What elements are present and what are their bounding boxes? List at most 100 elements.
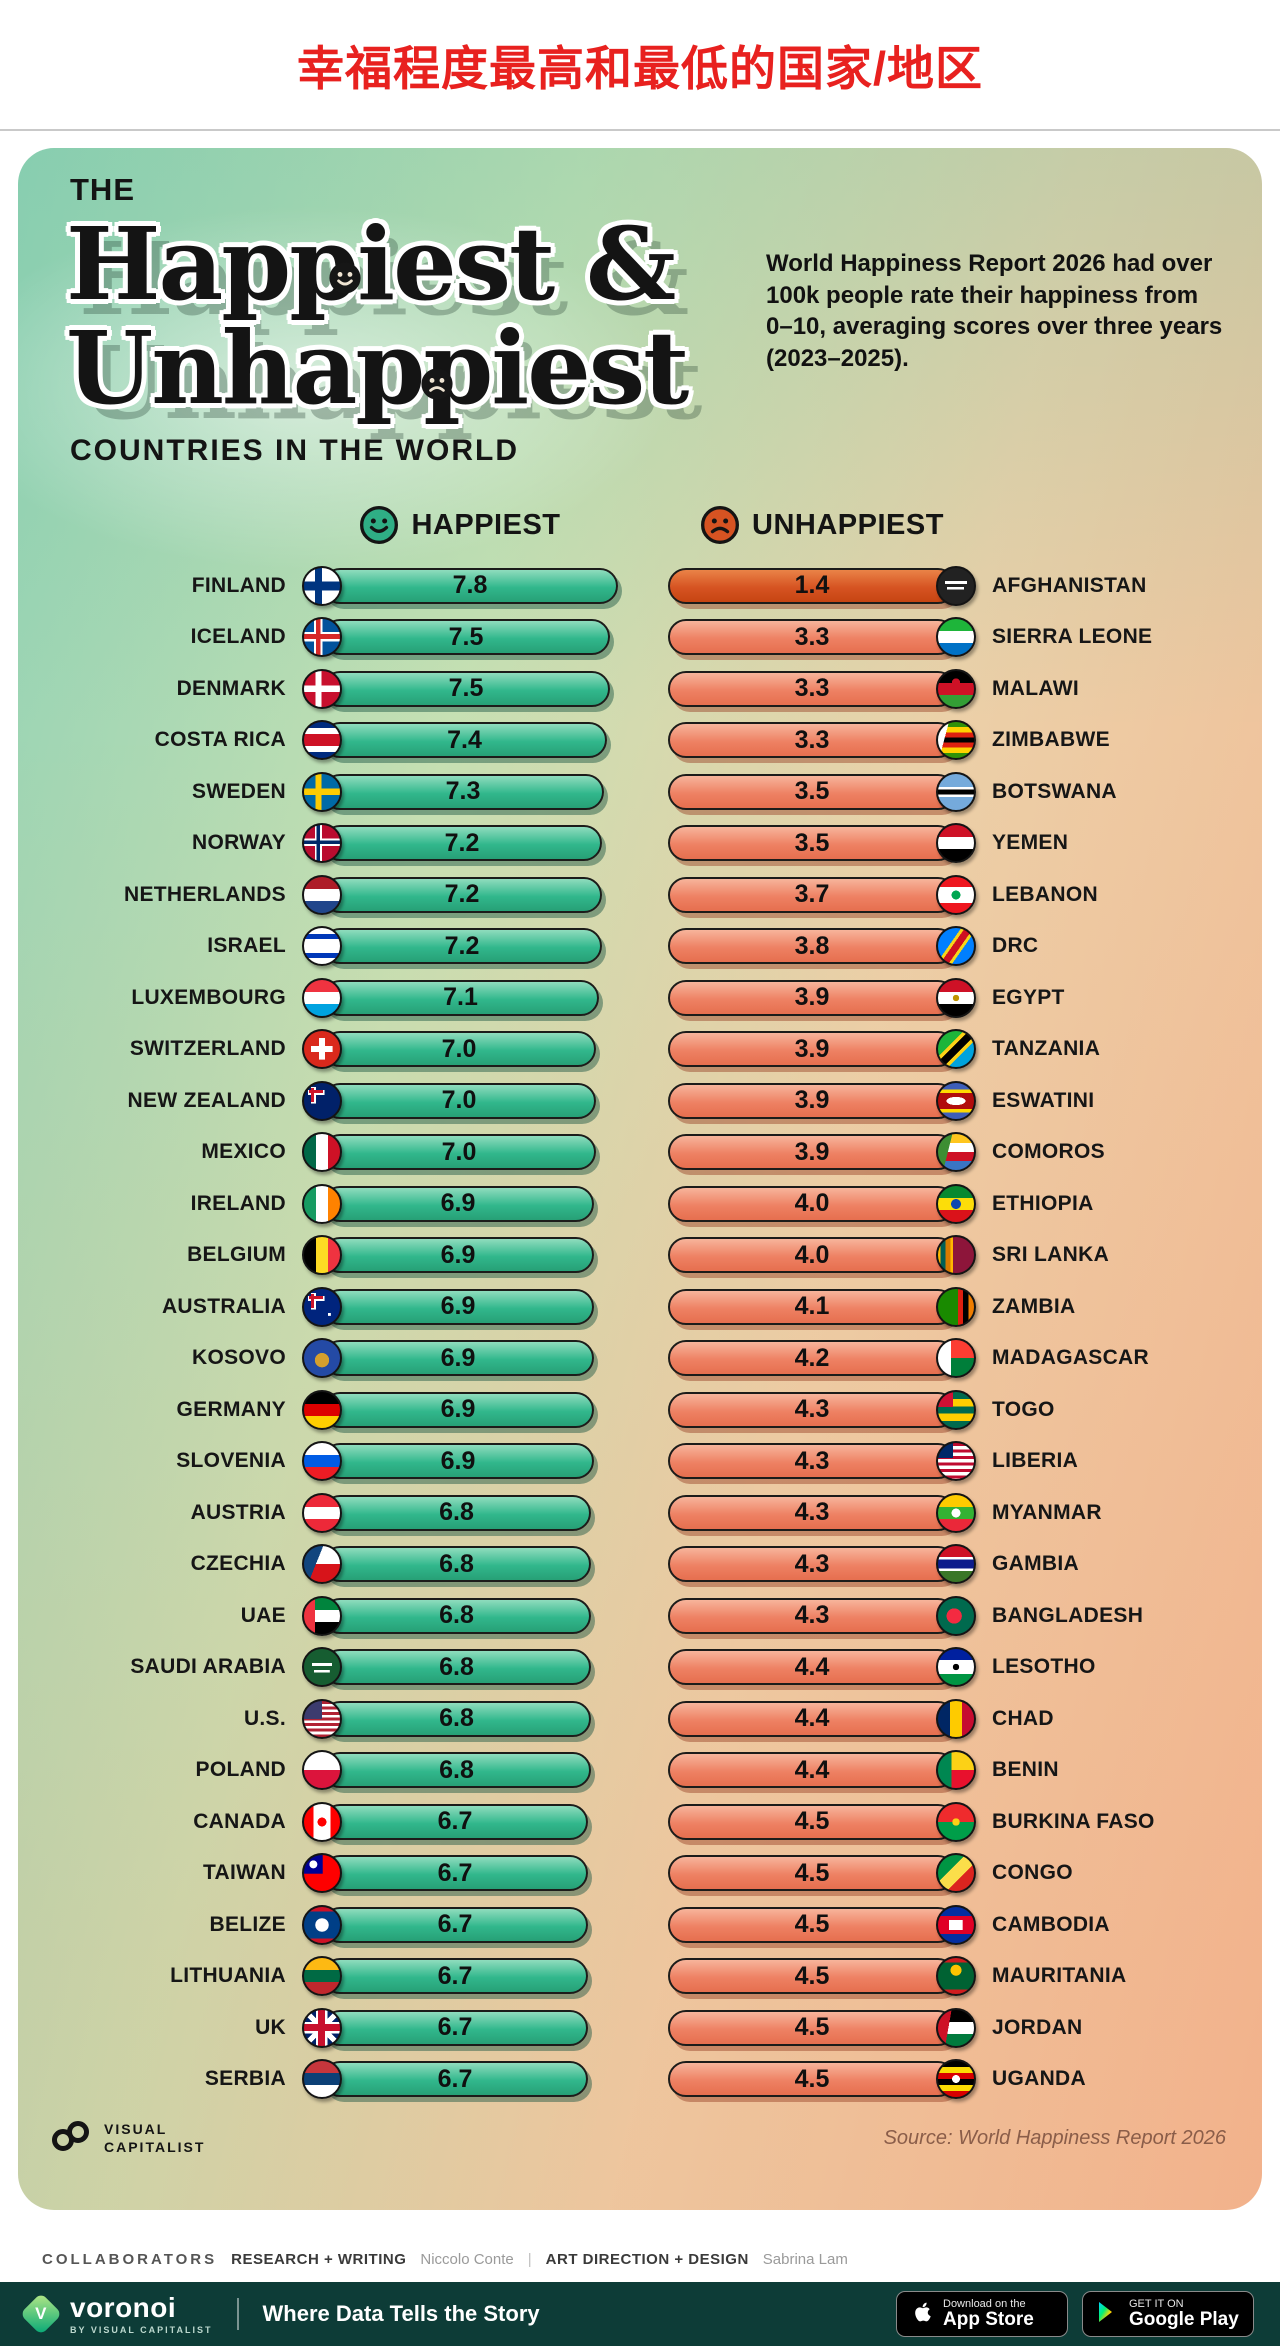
unhappy-country-label: TANZANIA xyxy=(992,1037,1101,1061)
collaborators-divider: | xyxy=(527,2250,532,2268)
happy-country-flag-icon xyxy=(302,1338,342,1379)
unhappy-score-value: 4.3 xyxy=(794,1549,830,1578)
unhappy-country-flag-icon xyxy=(936,1853,976,1894)
happy-country-flag-icon xyxy=(302,1544,342,1585)
unhappy-country-flag-icon xyxy=(936,1029,976,1070)
unhappy-country-label: BENIN xyxy=(992,1758,1059,1782)
unhappy-score-bar: 3.9 xyxy=(668,1031,956,1068)
unhappy-score-value: 4.5 xyxy=(794,1910,830,1939)
unhappy-bar-zone: 3.7 xyxy=(668,874,976,916)
happy-country-flag-icon xyxy=(302,617,342,658)
unhappy-country-label: ESWATINI xyxy=(992,1088,1095,1112)
report-description: World Happiness Report 2026 had over 100… xyxy=(766,250,1223,373)
research-writing-role: RESEARCH + WRITING xyxy=(231,2250,407,2268)
unhappy-bar-zone: 3.9 xyxy=(668,977,976,1019)
page-header: 幸福程度最高和最低的国家/地区 xyxy=(0,0,1280,131)
happy-score-bar: 7.0 xyxy=(322,1082,596,1119)
unhappy-country-flag-icon xyxy=(936,720,976,761)
happy-score-bar: 6.7 xyxy=(322,1958,588,1995)
app-store-badge[interactable]: Download on the App Store xyxy=(896,2291,1068,2337)
unhappy-bar-zone: 4.3 xyxy=(668,1543,976,1585)
happy-score-bar: 6.9 xyxy=(322,1340,594,1377)
happy-country-flag-icon xyxy=(302,823,342,864)
happy-country-label: SWITZERLAND xyxy=(129,1037,286,1061)
happy-face-icon xyxy=(328,208,362,294)
ranking-row: CANADA 6.7 4.5 BURKINA FASO xyxy=(40,1796,1240,1848)
unhappy-score-value: 4.4 xyxy=(794,1755,830,1784)
ranking-row: BELIZE 6.7 4.5 CAMBODIA xyxy=(40,1899,1240,1951)
kicker: THE xyxy=(70,172,135,207)
unhappy-country-flag-icon xyxy=(936,926,976,967)
happy-country-label: SLOVENIA xyxy=(176,1449,286,1473)
happy-country-flag-icon xyxy=(302,1029,342,1070)
unhappy-score-bar: 3.3 xyxy=(668,619,956,656)
happy-country-label: NETHERLANDS xyxy=(124,882,286,906)
ranking-row: SERBIA 6.7 4.5 UGANDA xyxy=(40,2054,1240,2106)
ranking-row: SLOVENIA 6.9 4.3 LIBERIA xyxy=(40,1436,1240,1488)
ranking-row: KOSOVO 6.9 4.2 MADAGASCAR xyxy=(40,1333,1240,1385)
collaborators-heading: COLLABORATORS xyxy=(42,2250,218,2268)
happy-bar-zone: 6.7 xyxy=(302,2058,618,2100)
unhappy-country-flag-icon xyxy=(936,977,976,1018)
unhappy-score-bar: 4.3 xyxy=(668,1597,956,1634)
happy-bar-zone: 7.3 xyxy=(302,771,618,813)
unhappy-country-label: ZAMBIA xyxy=(992,1294,1076,1318)
happy-country-flag-icon xyxy=(302,926,342,967)
happy-country-label: POLAND xyxy=(195,1758,286,1782)
unhappy-score-value: 3.3 xyxy=(794,622,830,651)
happy-country-label: SWEDEN xyxy=(192,779,286,803)
unhappy-score-bar: 4.4 xyxy=(668,1752,956,1789)
unhappy-country-label: MALAWI xyxy=(992,676,1079,700)
unhappy-country-label: EGYPT xyxy=(992,985,1065,1009)
happy-score-value: 6.9 xyxy=(440,1395,476,1424)
happy-country-flag-icon xyxy=(302,1492,342,1533)
unhappy-bar-zone: 4.0 xyxy=(668,1234,976,1276)
unhappy-score-bar: 4.0 xyxy=(668,1237,956,1274)
unhappy-score-bar: 3.8 xyxy=(668,928,956,965)
unhappy-score-value: 3.9 xyxy=(794,1137,830,1166)
unhappy-score-bar: 4.4 xyxy=(668,1649,956,1686)
voronoi-logo-icon: V xyxy=(19,2292,63,2336)
happy-score-bar: 6.7 xyxy=(322,1906,588,1943)
ranking-row: U.S. 6.8 4.4 CHAD xyxy=(40,1693,1240,1745)
bottom-brand-bar: V voronoi BY VISUAL CAPITALIST Where Dat… xyxy=(0,2282,1280,2346)
happy-bar-zone: 6.9 xyxy=(302,1234,618,1276)
unhappy-score-bar: 3.3 xyxy=(668,722,956,759)
happy-score-value: 6.7 xyxy=(437,1807,473,1836)
happy-country-label: UK xyxy=(255,2015,286,2039)
ranking-row: TAIWAN 6.7 4.5 CONGO xyxy=(40,1848,1240,1900)
unhappy-country-flag-icon xyxy=(936,1750,976,1791)
unhappy-score-value: 4.2 xyxy=(794,1343,830,1372)
happy-score-bar: 7.5 xyxy=(322,619,610,656)
happy-country-label: IRELAND xyxy=(190,1191,286,1215)
unhappy-score-bar: 4.3 xyxy=(668,1546,956,1583)
unhappiest-column-header: UNHAPPIEST xyxy=(668,504,976,546)
happiest-smiley-icon xyxy=(359,505,399,545)
unhappy-score-bar: 3.9 xyxy=(668,979,956,1016)
unhappy-score-value: 3.8 xyxy=(794,931,830,960)
happy-bar-zone: 6.7 xyxy=(302,2007,618,2049)
column-headers: HAPPIEST UNHAPPIEST xyxy=(40,498,1240,552)
happy-score-value: 7.1 xyxy=(443,983,478,1012)
happy-score-bar: 6.9 xyxy=(322,1443,594,1480)
unhappy-score-value: 4.0 xyxy=(794,1240,830,1269)
happy-score-value: 6.8 xyxy=(439,1652,474,1681)
happy-score-value: 6.9 xyxy=(440,1343,476,1372)
happy-score-bar: 6.9 xyxy=(322,1391,594,1428)
ranking-rows: FINLAND 7.8 1.4 AFGHANISTAN ICELAND 7.5 3.3 SIE… xyxy=(40,560,1240,2105)
unhappy-score-bar: 4.3 xyxy=(668,1391,956,1428)
ranking-row: MEXICO 7.0 3.9 COMOROS xyxy=(40,1127,1240,1179)
unhappy-country-flag-icon xyxy=(936,1183,976,1224)
ranking-row: SWEDEN 7.3 3.5 BOTSWANA xyxy=(40,766,1240,818)
happy-score-value: 6.8 xyxy=(439,1549,474,1578)
unhappy-country-label: AFGHANISTAN xyxy=(992,573,1147,597)
google-play-badge[interactable]: GET IT ON Google Play xyxy=(1082,2291,1254,2337)
happy-score-bar: 6.7 xyxy=(322,1803,588,1840)
unhappy-bar-zone: 3.9 xyxy=(668,1080,976,1122)
happy-bar-zone: 7.8 xyxy=(302,565,618,607)
happy-score-bar: 6.9 xyxy=(322,1288,594,1325)
unhappy-country-flag-icon xyxy=(936,1338,976,1379)
unhappy-score-bar: 4.3 xyxy=(668,1494,956,1531)
unhappy-score-value: 4.3 xyxy=(794,1601,830,1630)
